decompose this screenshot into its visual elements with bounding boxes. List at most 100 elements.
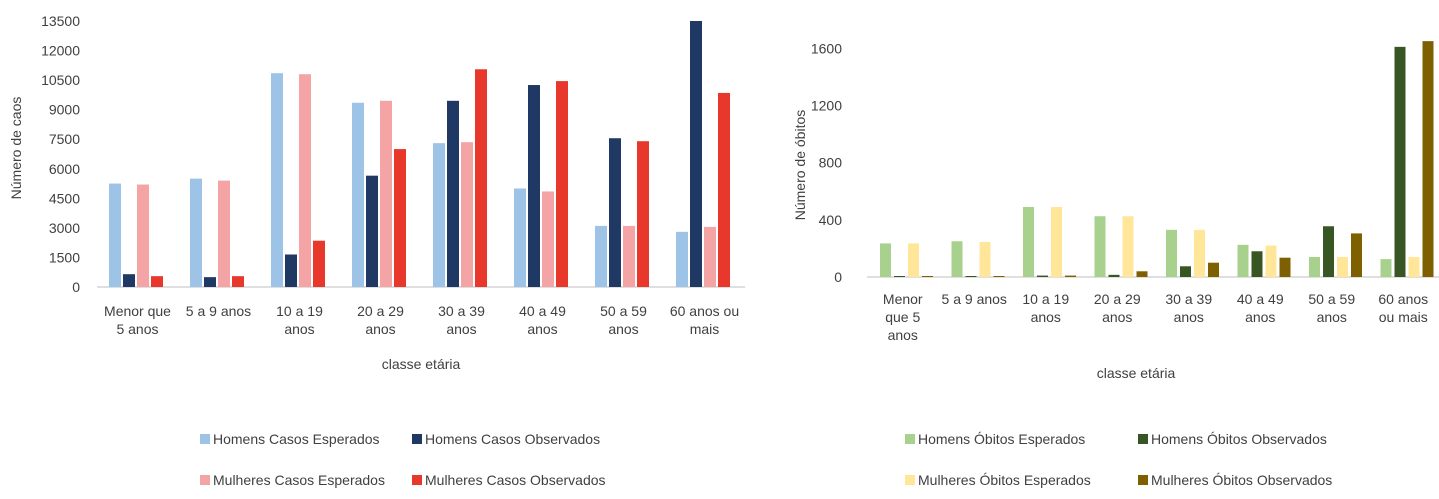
bar-3-3: [1051, 206, 1062, 277]
x-category-label: 5 a 9 anos: [186, 303, 251, 319]
bar-3-7: [623, 225, 635, 287]
x-category-label: 50 a 59: [600, 303, 647, 319]
y-tick-label: 6000: [49, 161, 80, 177]
x-category-label: 5 anos: [116, 321, 158, 337]
x-category-label: 50 a 59: [1308, 291, 1355, 307]
bar-2-5: [1180, 266, 1191, 277]
bar-1-8: [676, 231, 688, 287]
y-axis-ticks: 0 400 800 1200 1600: [811, 40, 842, 285]
x-category-label: Menor que: [104, 303, 171, 319]
legend-label: Homens Casos Esperados: [213, 431, 380, 447]
bar-3-6: [542, 191, 554, 287]
y-tick-label: 13500: [41, 13, 80, 29]
bar-2-2: [204, 277, 216, 287]
bar-series-group: [109, 21, 730, 287]
x-category-label: anos: [1102, 309, 1132, 325]
bar-1-7: [595, 225, 607, 287]
bar-1-1: [109, 183, 121, 287]
x-axis-title: classe etária: [382, 356, 461, 372]
bar-3-5: [461, 142, 473, 287]
x-category-label: 60 anos ou: [670, 303, 739, 319]
bar-4-4: [1136, 271, 1148, 277]
bar-2-1: [123, 274, 135, 287]
y-tick-label: 9000: [49, 102, 80, 118]
bar-3-4: [380, 100, 392, 287]
legend: Homens Óbitos Esperados Homens Óbitos Obs…: [905, 431, 1332, 488]
x-category-label: anos: [446, 321, 476, 337]
y-tick-label: 12000: [41, 43, 80, 59]
x-category-label: anos: [527, 321, 557, 337]
bar-2-7: [1323, 226, 1334, 277]
bar-3-6: [1265, 245, 1277, 277]
legend-swatch: [905, 475, 915, 485]
bar-1-2: [951, 241, 963, 277]
bar-4-8: [1422, 41, 1434, 277]
x-category-label: 40 a 49: [1237, 291, 1284, 307]
bar-4-2: [993, 276, 1005, 277]
bar-4-3: [313, 240, 325, 287]
x-category-label: anos: [1317, 309, 1347, 325]
bar-2-6: [1251, 251, 1263, 277]
bar-2-2: [965, 276, 977, 277]
x-category-label: anos: [1245, 309, 1275, 325]
x-category-label: 20 a 29: [357, 303, 404, 319]
legend-label: Mulheres Óbitos Esperados: [918, 472, 1091, 488]
bar-1-4: [1094, 216, 1106, 277]
legend-label: Homens Óbitos Esperados: [918, 431, 1085, 447]
x-category-label: 40 a 49: [519, 303, 566, 319]
legend-swatch: [905, 434, 915, 444]
bar-3-3: [299, 74, 311, 287]
bar-4-7: [1351, 233, 1362, 277]
bar-3-8: [704, 226, 716, 287]
legend-swatch: [200, 434, 210, 444]
x-category-label: anos: [365, 321, 395, 337]
bar-2-8: [1394, 46, 1406, 278]
bar-2-5: [447, 100, 459, 287]
x-category-label: anos: [1031, 309, 1061, 325]
bar-1-1: [880, 243, 891, 277]
bar-3-2: [218, 180, 230, 287]
bar-1-6: [1237, 244, 1249, 277]
y-tick-label: 3000: [49, 220, 80, 236]
bar-1-3: [1023, 206, 1034, 277]
x-axis-title: classe etária: [1097, 365, 1176, 381]
bar-4-6: [556, 81, 568, 287]
x-category-label: 10 a 19: [276, 303, 323, 319]
x-category-label: 30 a 39: [438, 303, 485, 319]
deaths-chart: Número de óbitos 0 400 800 1200 1600 Menor qu…: [792, 40, 1439, 488]
x-category-label: anos: [1174, 309, 1204, 325]
bar-3-4: [1122, 216, 1134, 277]
legend-label: Homens Óbitos Observados: [1151, 431, 1327, 447]
y-tick-label: 0: [834, 269, 842, 285]
cases-chart: Número de caos 0 1500 3000 4500 6000 7500 9000…: [8, 13, 745, 488]
legend-label: Homens Casos Observados: [425, 431, 600, 447]
y-tick-label: 400: [819, 212, 843, 228]
bar-2-3: [1037, 275, 1048, 277]
bar-4-6: [1279, 257, 1291, 277]
legend-swatch: [412, 434, 422, 444]
y-axis-title-group: Número de óbitos: [792, 110, 808, 221]
x-category-label: 10 a 19: [1022, 291, 1069, 307]
bar-1-3: [271, 73, 283, 287]
bar-2-6: [528, 85, 540, 287]
y-tick-label: 1500: [49, 249, 80, 265]
x-axis-categories: Menor que 5 anos 5 a 9 anos 10 a 19 anos 20 a …: [883, 291, 1428, 343]
x-category-label: 60 anos: [1378, 291, 1428, 307]
bar-1-5: [433, 143, 445, 287]
bar-1-5: [1166, 229, 1177, 277]
bar-series-group: [880, 41, 1434, 278]
y-tick-label: 4500: [49, 190, 80, 206]
bar-4-8: [718, 92, 730, 287]
bar-4-5: [1208, 262, 1219, 277]
bar-4-4: [394, 149, 406, 287]
bar-1-6: [514, 188, 526, 287]
x-category-label: anos: [888, 327, 918, 343]
bar-3-1: [137, 184, 149, 287]
bar-3-7: [1337, 256, 1348, 277]
bar-1-7: [1309, 256, 1320, 277]
bar-1-2: [190, 178, 202, 287]
bar-4-3: [1065, 275, 1076, 277]
bar-3-5: [1194, 229, 1205, 277]
bar-1-4: [352, 102, 364, 287]
x-category-label: que 5: [885, 309, 920, 325]
